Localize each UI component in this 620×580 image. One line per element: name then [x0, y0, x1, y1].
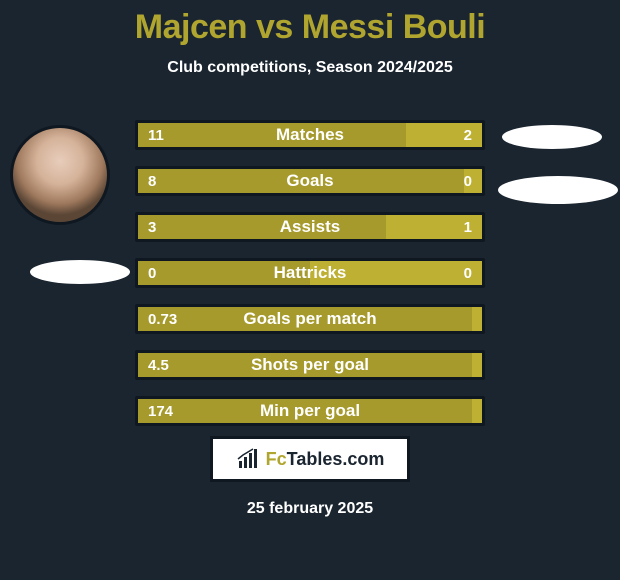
- stat-row: 80Goals: [135, 166, 485, 196]
- stat-right-value: [472, 307, 482, 331]
- stat-left-value: 3: [138, 215, 386, 239]
- stat-right-value: [472, 399, 482, 423]
- page-subtitle: Club competitions, Season 2024/2025: [0, 59, 620, 77]
- stat-right-value: 2: [406, 123, 482, 147]
- stat-left-value: 8: [138, 169, 464, 193]
- stat-right-value: 0: [310, 261, 482, 285]
- logo-text: FcTables.com: [266, 449, 385, 470]
- stat-left-value: 0: [138, 261, 310, 285]
- stat-left-value: 4.5: [138, 353, 472, 377]
- report-date: 25 february 2025: [0, 500, 620, 518]
- bars-icon: [236, 447, 260, 471]
- stat-row: 31Assists: [135, 212, 485, 242]
- stat-row: 112Matches: [135, 120, 485, 150]
- stat-right-value: [472, 353, 482, 377]
- logo-brand: Fc: [266, 449, 287, 469]
- stat-row: 0.73Goals per match: [135, 304, 485, 334]
- stat-right-value: 1: [386, 215, 482, 239]
- player-left-team-logo: [30, 260, 130, 284]
- stat-row: 174Min per goal: [135, 396, 485, 426]
- stat-left-value: 11: [138, 123, 406, 147]
- player-right-team-logo: [498, 176, 618, 204]
- stat-row: 4.5Shots per goal: [135, 350, 485, 380]
- player-left-avatar: [10, 125, 110, 225]
- comparison-bars: 112Matches 80Goals 31Assists 00Hattricks 0.7…: [135, 120, 485, 442]
- stat-left-value: 0.73: [138, 307, 472, 331]
- stat-right-value: 0: [464, 169, 482, 193]
- site-logo[interactable]: FcTables.com: [210, 436, 410, 482]
- stat-left-value: 174: [138, 399, 472, 423]
- logo-rest: Tables.com: [287, 449, 385, 469]
- page-title: Majcen vs Messi Bouli: [0, 0, 620, 47]
- player-right-avatar: [502, 125, 602, 149]
- stat-row: 00Hattricks: [135, 258, 485, 288]
